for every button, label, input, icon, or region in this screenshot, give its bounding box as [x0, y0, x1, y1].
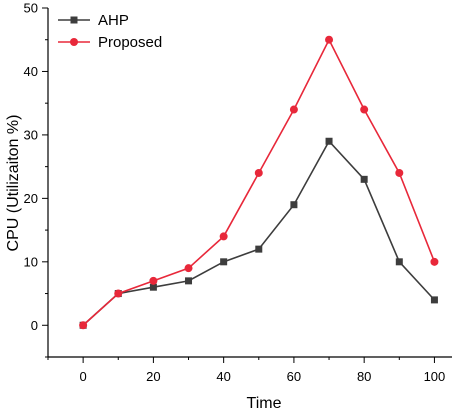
x-tick-label: 0	[80, 369, 87, 384]
axis-ticks: 0 20 40 60 80 100 0 10 20 30 40 50	[24, 1, 446, 385]
data-point-ahp	[360, 175, 368, 183]
y-tick-label: 50	[24, 1, 38, 16]
data-series	[79, 35, 439, 330]
data-point-ahp	[430, 296, 438, 304]
legend-label-proposed: Proposed	[98, 34, 162, 51]
data-point-ahp	[149, 283, 157, 291]
y-tick-label: 30	[24, 127, 38, 142]
plot-axes	[47, 8, 452, 358]
y-tick-label: 0	[31, 318, 38, 333]
x-axis-title: Time	[247, 395, 282, 412]
data-point-proposed	[254, 168, 263, 177]
data-point-ahp	[220, 258, 228, 266]
data-point-ahp	[255, 245, 263, 253]
x-tick-label: 80	[357, 369, 371, 384]
data-point-proposed	[114, 289, 123, 298]
legend-label-ahp: AHP	[98, 12, 129, 29]
legend: AHP Proposed	[58, 12, 162, 51]
y-tick-label: 40	[24, 64, 38, 79]
y-axis-title: CPU (Utilizaiton %)	[5, 115, 22, 252]
series-line-ahp	[82, 139, 436, 326]
x-tick-label: 20	[146, 369, 160, 384]
data-point-proposed	[149, 276, 158, 285]
x-tick-label: 40	[216, 369, 230, 384]
data-point-proposed	[184, 264, 193, 273]
series-line-proposed	[82, 37, 436, 326]
data-point-ahp	[395, 258, 403, 266]
x-tick-label: 60	[287, 369, 301, 384]
data-point-proposed	[289, 105, 298, 114]
y-tick-label: 10	[24, 254, 38, 269]
data-point-proposed	[360, 105, 369, 114]
data-point-ahp	[325, 137, 333, 145]
data-point-proposed	[219, 232, 228, 241]
data-point-proposed	[325, 35, 334, 44]
data-point-ahp	[185, 277, 193, 285]
y-tick-label: 20	[24, 191, 38, 206]
x-tick-label: 100	[424, 369, 446, 384]
data-point-proposed	[79, 321, 88, 330]
data-point-proposed	[430, 257, 439, 266]
data-point-ahp	[290, 201, 298, 209]
legend-marker-proposed	[70, 38, 78, 46]
legend-marker-ahp	[70, 16, 78, 24]
data-point-proposed	[395, 168, 404, 177]
